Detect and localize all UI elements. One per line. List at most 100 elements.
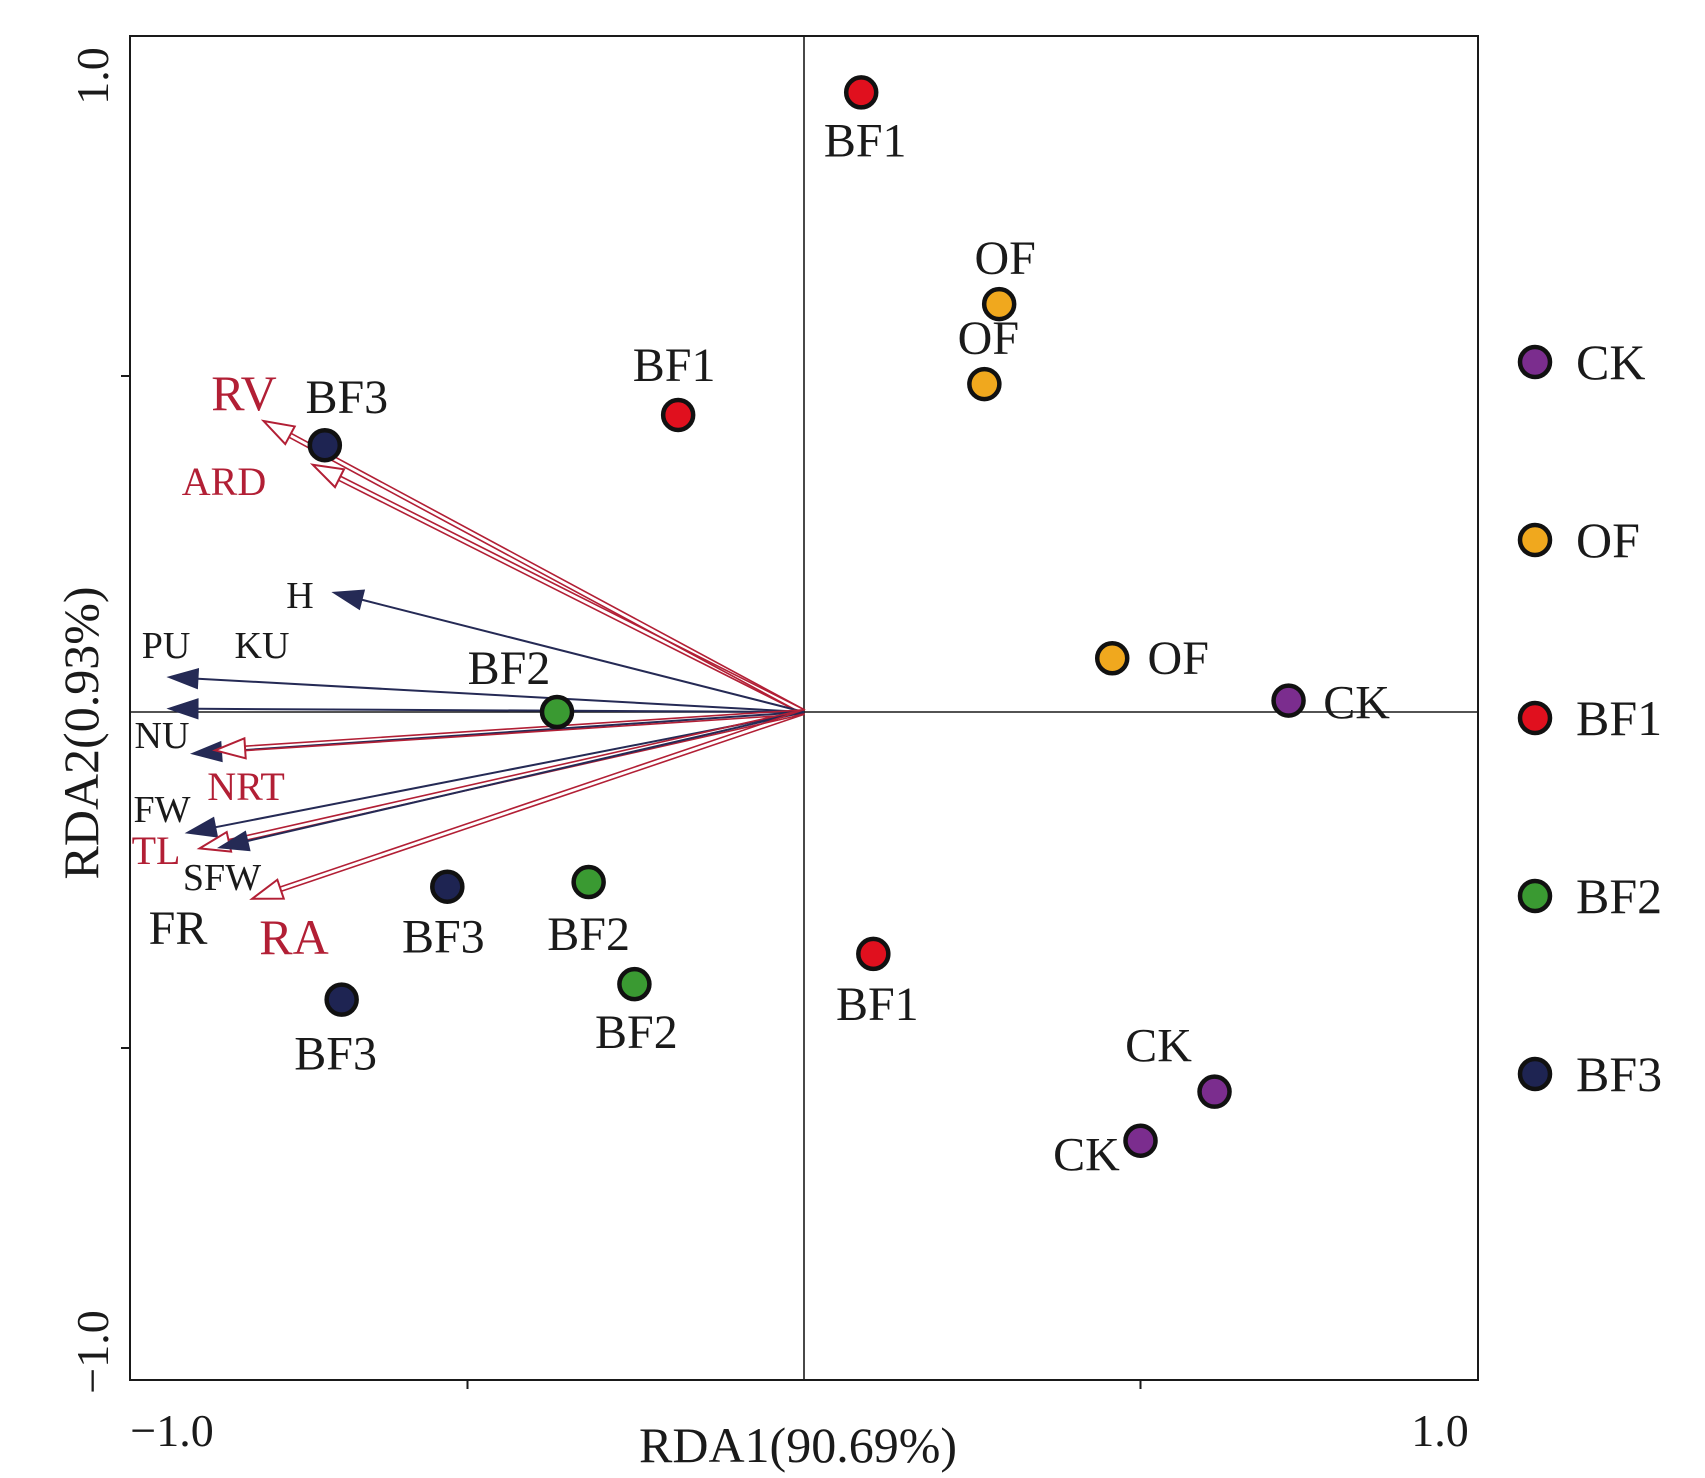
vector-shaft <box>279 709 804 888</box>
point-label: OF <box>974 232 1035 285</box>
vector-h <box>331 589 805 713</box>
vector-shaft <box>290 432 806 711</box>
point-label: BF1 <box>836 978 919 1031</box>
legend-label: CK <box>1576 334 1645 390</box>
vector-rv <box>260 419 806 715</box>
legend-item-ck: CK <box>1517 334 1645 390</box>
vector-nrt <box>211 709 805 760</box>
vector-shaft <box>288 436 804 715</box>
data-point[interactable] <box>1271 683 1306 718</box>
point-label: CK <box>1125 1020 1192 1073</box>
data-point[interactable] <box>660 397 696 433</box>
data-point[interactable] <box>967 366 1002 402</box>
series-bf2: BF2 BF2 BF2 <box>468 642 678 1059</box>
point-label: OF <box>958 312 1019 365</box>
vector-shaft <box>197 677 805 713</box>
vector-shaft <box>361 598 805 713</box>
data-point[interactable] <box>307 427 343 463</box>
data-point[interactable] <box>856 936 891 972</box>
vector-label-nu: NU <box>135 715 190 757</box>
vector-label-sfw: SFW <box>183 857 261 899</box>
vector-shaft <box>338 479 804 715</box>
vector-label-fr: FR <box>149 902 208 955</box>
legend-marker <box>1517 700 1553 736</box>
legend-label: OF <box>1576 512 1640 568</box>
legend-item-bf2: BF2 <box>1517 868 1662 924</box>
vector-label-tl: TL <box>132 828 181 873</box>
x-tick-label: 1.0 <box>1411 1405 1469 1456</box>
point-label: OF <box>1148 632 1209 685</box>
vector-arrowhead <box>249 878 286 900</box>
legend-item-of: OF <box>1517 512 1640 568</box>
legend-label: BF3 <box>1576 1046 1662 1102</box>
vector-shaft <box>340 475 806 711</box>
y-tick-label: 1.0 <box>67 47 118 105</box>
y-axis-title: RDA2(0.93%) <box>53 586 109 879</box>
point-label: BF3 <box>402 911 485 964</box>
series-ck: CK CK CK <box>1053 677 1390 1182</box>
vector-ra <box>249 709 805 900</box>
vector-label-nrt: NRT <box>207 764 285 809</box>
vector-label-ku: KU <box>235 625 290 667</box>
sample-points: CK CK CK OF OF OF BF1 BF1 BF1 BF2 BF2 BF2 BF3 BF3 BF3 <box>294 75 1390 1182</box>
legend-label: BF1 <box>1576 690 1662 746</box>
x-axis-title: RDA1(90.69%) <box>639 1417 957 1473</box>
vector-arrowhead <box>260 419 297 446</box>
vector-arrowhead <box>211 736 247 760</box>
vector-shaft <box>228 709 804 841</box>
data-point[interactable] <box>981 286 1017 322</box>
vector-ard <box>309 463 806 715</box>
point-label: BF1 <box>633 339 716 392</box>
legend-marker <box>1517 878 1553 914</box>
data-point[interactable] <box>617 966 652 1002</box>
series-of: OF OF OF <box>958 232 1209 685</box>
data-point[interactable] <box>539 694 575 730</box>
series-bf1: BF1 BF1 BF1 <box>633 75 919 1031</box>
vector-label-pu: PU <box>142 625 191 667</box>
vector-label-ard: ARD <box>182 459 266 504</box>
vector-sfw <box>216 711 805 852</box>
vector-arrowhead <box>184 816 219 838</box>
point-label: BF2 <box>468 642 551 695</box>
vector-label-ra: RA <box>259 909 328 965</box>
vector-label-h: H <box>286 575 313 617</box>
vector-pu <box>166 668 805 713</box>
vector-label-fw: FW <box>134 789 191 831</box>
data-point[interactable] <box>430 869 465 904</box>
legend-item-bf3: BF3 <box>1517 1046 1662 1102</box>
vector-shaft <box>247 711 805 842</box>
point-label: CK <box>1053 1129 1120 1182</box>
data-point[interactable] <box>1197 1074 1232 1109</box>
vector-shaft <box>245 713 805 752</box>
legend-item-bf1: BF1 <box>1517 690 1662 746</box>
vector-label-rv: RV <box>211 365 276 421</box>
legend-marker <box>1517 522 1553 558</box>
vector-shaft <box>244 709 804 747</box>
data-point[interactable] <box>843 75 879 110</box>
point-label: BF2 <box>547 908 630 961</box>
vector-arrowhead <box>166 698 199 720</box>
legend-marker <box>1517 344 1553 380</box>
vector-shaft <box>198 707 805 713</box>
vector-arrowhead <box>166 668 200 690</box>
vector-ku <box>166 698 805 720</box>
legend: CK OF BF1 BF2 BF3 <box>1517 334 1662 1102</box>
data-point[interactable] <box>571 864 606 900</box>
point-label: CK <box>1323 677 1390 730</box>
point-label: BF1 <box>824 114 907 167</box>
point-label: BF3 <box>305 371 388 424</box>
vector-arrowhead <box>309 463 346 489</box>
data-point[interactable] <box>1123 1123 1158 1158</box>
point-label: BF3 <box>294 1028 377 1081</box>
vector-shaft <box>281 713 805 893</box>
legend-marker <box>1517 1056 1553 1092</box>
x-tick-label: −1.0 <box>130 1405 213 1456</box>
data-point[interactable] <box>1094 640 1130 676</box>
y-tick-label: −1.0 <box>67 1310 118 1393</box>
data-point[interactable] <box>324 982 359 1017</box>
axis-ticks: −1.0 1.0 1.0 −1.0 <box>67 47 1469 1456</box>
legend-label: BF2 <box>1576 868 1662 924</box>
series-bf3: BF3 BF3 BF3 <box>294 371 484 1080</box>
